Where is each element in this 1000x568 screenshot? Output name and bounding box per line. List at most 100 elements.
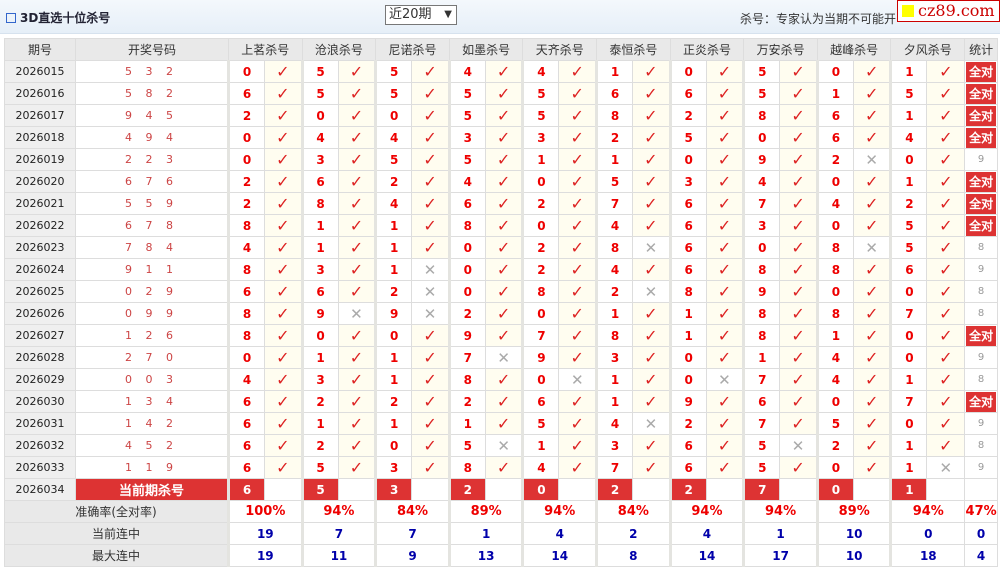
result-cell: ✓ [779, 104, 818, 127]
check-icon: ✓ [644, 304, 658, 323]
kill-number-cell: 0 [742, 126, 781, 149]
result-cell: ✓ [705, 82, 745, 105]
kill-number-cell: 6 [815, 126, 854, 149]
check-icon: ✓ [717, 436, 732, 455]
result-cell: ✓ [484, 324, 524, 347]
stat-cell: 9 [964, 148, 999, 171]
result-cell: ✓ [852, 60, 892, 83]
period-cell: 2026023 [4, 236, 76, 259]
check-icon: ✓ [349, 282, 364, 301]
check-icon: ✓ [939, 238, 953, 257]
check-icon: ✓ [717, 414, 732, 433]
kill-number-cell: 4 [595, 214, 634, 237]
result-cell: ✓ [926, 280, 966, 303]
summary-value: 11 [300, 544, 377, 567]
result-cell: ✓ [337, 280, 377, 303]
summary-value: 9 [374, 544, 450, 567]
kill-number-cell: 5 [374, 148, 413, 171]
empty-cell [926, 478, 966, 501]
draw-number-cell: 7 8 4 [75, 236, 229, 259]
kill-number-cell: 2 [815, 434, 854, 457]
result-cell: ✓ [558, 170, 598, 193]
result-cell: ✓ [337, 456, 377, 479]
kill-number-cell: 5 [742, 456, 781, 479]
kill-number-cell: 1 [595, 60, 634, 83]
result-cell: ✓ [337, 258, 377, 281]
check-icon: ✓ [349, 348, 364, 367]
result-cell: ✓ [926, 126, 966, 149]
summary-stat: 4 [964, 544, 999, 567]
kill-number-cell: 1 [521, 434, 560, 457]
check-icon: ✓ [349, 436, 364, 455]
result-cell: ✓ [264, 258, 303, 281]
kill-number-cell: 5 [595, 170, 634, 193]
summary-value: 94% [889, 500, 966, 523]
kill-number-cell: 1 [742, 346, 781, 369]
result-cell: ✓ [852, 302, 892, 325]
site-logo[interactable]: cz89.com [897, 0, 1000, 22]
cross-icon: ✕ [865, 238, 878, 257]
check-icon: ✓ [276, 370, 290, 389]
current-kill-number: 2 [595, 478, 634, 501]
result-cell: ✓ [558, 82, 598, 105]
result-cell: ✓ [558, 192, 598, 215]
kill-number-cell: 6 [815, 104, 854, 127]
cross-icon: ✕ [423, 282, 437, 301]
check-icon: ✓ [791, 216, 805, 235]
column-header: 夕风杀号 [890, 38, 966, 61]
table-row: 2026030 1 3 4 6 ✓ 2 ✓ 2 ✓ 2 ✓ 6 ✓ 1 ✓ 9 ✓ 6 ✓ 0 ✓ 7 ✓ 全对 [4, 390, 999, 413]
result-cell: ✓ [779, 148, 818, 171]
kill-number-cell: 0 [227, 346, 265, 369]
kill-number-cell: 8 [815, 258, 854, 281]
period-cell: 2026026 [4, 302, 76, 325]
result-cell: ✕ [484, 346, 524, 369]
logo-square-icon [902, 5, 914, 17]
kill-number-cell: 4 [300, 126, 339, 149]
result-cell: ✓ [779, 60, 818, 83]
check-icon: ✓ [423, 62, 437, 81]
draw-number-cell: 5 8 2 [75, 82, 229, 105]
check-icon: ✓ [939, 282, 953, 301]
kill-number-cell: 8 [668, 280, 707, 303]
result-cell: ✓ [484, 302, 524, 325]
check-icon: ✓ [349, 216, 364, 235]
check-icon: ✓ [570, 106, 584, 125]
result-cell: ✓ [264, 170, 303, 193]
kill-number-cell: 8 [742, 258, 781, 281]
kill-number-cell: 6 [227, 280, 265, 303]
result-cell: ✓ [264, 412, 303, 435]
check-icon: ✓ [717, 282, 732, 301]
empty-cell [337, 478, 377, 501]
check-icon: ✓ [939, 150, 953, 169]
kill-number-cell: 4 [889, 126, 928, 149]
result-cell: ✓ [411, 346, 450, 369]
check-icon: ✓ [791, 62, 805, 81]
summary-value: 10 [815, 544, 892, 567]
range-select[interactable]: 近20期 ▼ [385, 5, 457, 25]
kill-number-cell: 7 [889, 390, 928, 413]
check-icon: ✓ [791, 304, 805, 323]
kill-number-cell: 7 [889, 302, 928, 325]
check-icon: ✓ [349, 458, 364, 477]
kill-number-cell: 1 [374, 412, 413, 435]
result-cell: ✓ [337, 214, 377, 237]
draw-number-cell: 6 7 8 [75, 214, 229, 237]
result-cell: ✓ [411, 368, 450, 391]
result-cell: ✓ [558, 324, 598, 347]
period-cell: 2026034 [4, 478, 76, 501]
stat-cell: 8 [964, 280, 999, 303]
kill-number-cell: 9 [742, 148, 781, 171]
result-cell: ✓ [926, 82, 966, 105]
period-cell: 2026020 [4, 170, 76, 193]
table-row: 2026028 2 7 0 0 ✓ 1 ✓ 1 ✓ 7 ✕ 9 ✓ 3 ✓ 0 ✓ 1 ✓ 4 ✓ 0 ✓ 9 [4, 346, 999, 369]
kill-number-cell: 6 [668, 434, 707, 457]
result-cell: ✓ [484, 236, 524, 259]
period-cell: 2026032 [4, 434, 76, 457]
table-row: 2026015 5 3 2 0 ✓ 5 ✓ 5 ✓ 4 ✓ 4 ✓ 1 ✓ 0 ✓ 5 ✓ 0 ✓ 1 ✓ 全对 [4, 60, 999, 83]
result-cell: ✓ [632, 82, 671, 105]
period-cell: 2026021 [4, 192, 76, 215]
chevron-down-icon: ▼ [444, 9, 452, 20]
check-icon: ✓ [939, 326, 953, 345]
kill-number-cell: 2 [521, 192, 560, 215]
all-correct-badge: 全对 [966, 105, 997, 126]
